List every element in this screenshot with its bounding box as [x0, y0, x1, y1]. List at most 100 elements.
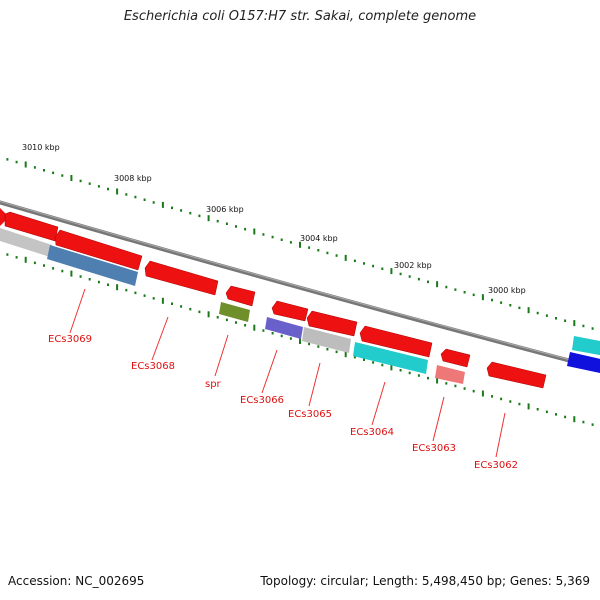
minor-tick — [152, 297, 155, 300]
minor-tick — [15, 256, 18, 259]
minor-tick — [381, 267, 384, 270]
minor-tick — [189, 211, 192, 215]
gene-label-ecs3063: ECs3063 — [412, 443, 456, 454]
minor-tick — [271, 235, 274, 239]
scale-label-3000: 3000 kbp — [488, 286, 526, 295]
cds-feature — [486, 361, 547, 389]
minor-tick — [326, 348, 329, 351]
minor-tick — [591, 423, 594, 426]
minor-tick — [545, 410, 548, 414]
minor-tick — [198, 310, 201, 314]
scale-label-3008: 3008 kbp — [114, 174, 152, 183]
minor-tick — [500, 397, 503, 401]
minor-tick — [308, 246, 311, 249]
major-tick — [253, 324, 256, 331]
minor-tick — [180, 209, 183, 212]
major-tick — [344, 351, 347, 358]
minor-tick — [399, 272, 402, 276]
minor-tick — [427, 376, 429, 380]
major-tick — [116, 284, 119, 291]
minor-tick — [280, 238, 283, 241]
scale-label-3006: 3006 kbp — [206, 205, 244, 214]
major-tick — [24, 161, 27, 168]
outer-scale-ticks — [6, 158, 594, 330]
topology-summary: Topology: circular; Length: 5,498,450 bp… — [260, 574, 590, 588]
minor-tick — [97, 185, 100, 188]
feature-bar-blue — [567, 352, 600, 373]
minor-tick — [399, 369, 402, 372]
minor-tick — [189, 307, 192, 311]
major-tick — [527, 403, 530, 410]
minor-tick — [107, 283, 109, 286]
gene-label-ecs3069: ECs3069 — [48, 334, 92, 345]
major-tick — [527, 307, 530, 314]
feature-bar-cyan — [572, 336, 600, 356]
minor-tick — [107, 187, 109, 191]
major-tick — [573, 416, 576, 423]
feature-bar-grey — [0, 228, 52, 257]
minor-tick — [152, 201, 155, 204]
cds-feature — [271, 300, 309, 322]
minor-tick — [555, 413, 557, 416]
minor-tick — [271, 332, 274, 335]
major-tick — [299, 338, 301, 344]
minor-tick — [33, 166, 36, 169]
feature-bar-steelblue — [47, 245, 138, 286]
cds-feature — [359, 325, 433, 358]
minor-tick — [408, 371, 411, 375]
major-tick — [70, 175, 73, 181]
minor-tick — [97, 280, 100, 284]
minor-tick — [235, 321, 237, 324]
gene-label-ecs3065: ECs3065 — [288, 409, 332, 420]
minor-tick — [43, 264, 45, 267]
minor-tick — [33, 261, 36, 265]
minor-tick — [417, 277, 420, 281]
minor-tick — [445, 285, 448, 289]
minor-tick — [518, 306, 521, 310]
minor-tick — [88, 278, 91, 281]
minor-tick — [582, 420, 585, 424]
minor-tick — [244, 227, 247, 231]
major-tick — [390, 268, 393, 275]
minor-tick — [518, 402, 521, 406]
minor-tick — [143, 294, 146, 297]
cds-feature — [54, 229, 143, 271]
minor-tick — [372, 361, 375, 364]
major-tick — [207, 215, 210, 222]
minor-tick — [564, 319, 567, 322]
minor-tick — [308, 342, 311, 346]
major-tick — [436, 281, 439, 288]
feature-bar-olive — [219, 302, 250, 322]
minor-tick — [536, 408, 539, 411]
minor-tick — [472, 293, 475, 297]
minor-tick — [134, 291, 137, 295]
minor-tick — [171, 302, 173, 305]
major-tick — [436, 377, 439, 384]
minor-tick — [353, 259, 356, 263]
cds-feature — [4, 211, 59, 242]
minor-tick — [445, 382, 448, 385]
gene-label-ecs3068: ECs3068 — [131, 361, 175, 372]
minor-tick — [454, 384, 457, 388]
minor-tick — [335, 254, 338, 257]
minor-tick — [225, 222, 228, 225]
minor-tick — [463, 291, 466, 294]
cds-feature — [144, 260, 219, 296]
minor-tick — [43, 169, 45, 172]
accession-text: Accession: NC_002695 — [8, 574, 145, 588]
minor-tick — [15, 160, 18, 164]
minor-tick — [491, 298, 493, 302]
feature-bar-pink — [435, 365, 465, 384]
minor-tick — [225, 318, 228, 322]
major-tick — [390, 364, 393, 371]
minor-tick — [509, 400, 512, 403]
minor-tick — [564, 415, 567, 419]
minor-tick — [555, 317, 557, 320]
minor-tick — [353, 355, 356, 359]
minor-tick — [198, 214, 201, 218]
minor-tick — [545, 314, 548, 317]
major-tick — [24, 256, 27, 263]
gene-label-spr: spr — [205, 379, 222, 390]
cds-feature — [0, 208, 6, 226]
gene-label-ecs3064: ECs3064 — [350, 427, 394, 438]
